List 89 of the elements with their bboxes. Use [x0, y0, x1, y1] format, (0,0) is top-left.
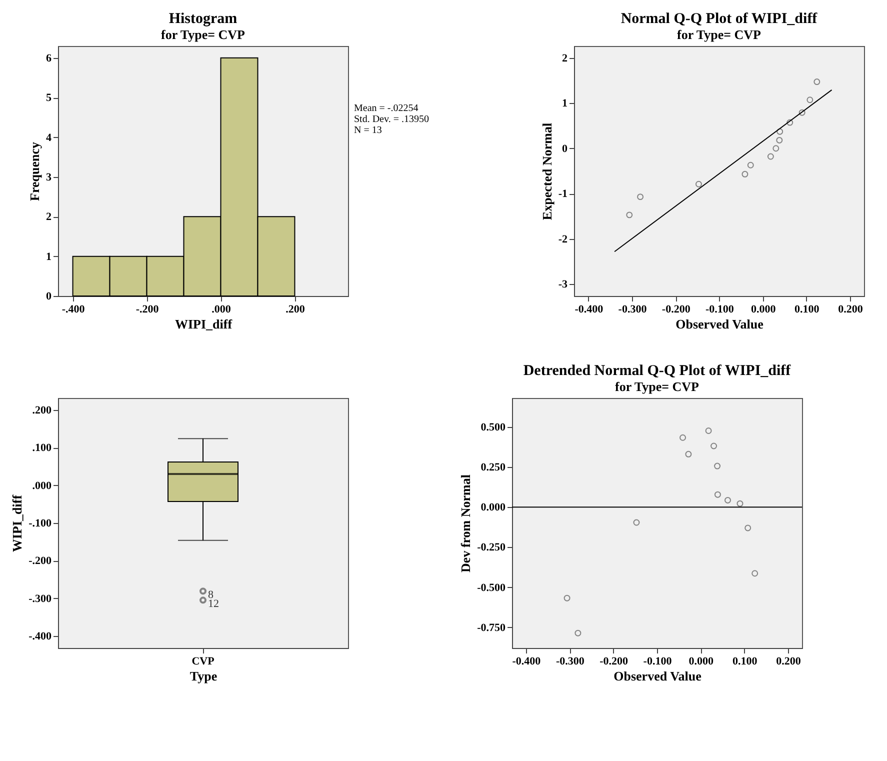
x-tick-label: .000 [212, 304, 232, 316]
chart-title: Histogram [168, 11, 238, 27]
point [742, 170, 748, 178]
point [776, 128, 784, 135]
text: N = 13 [354, 125, 382, 136]
x-tick-label: 0.200 [838, 304, 864, 316]
y-tick-label: .200 [32, 404, 52, 417]
y-tick-label: .100 [32, 442, 52, 454]
point [637, 194, 644, 200]
point [685, 450, 692, 458]
text: Std. Dev. = .13950 [354, 114, 429, 125]
y-tick-label: -2 [558, 233, 568, 246]
x-tick-label: -.400 [62, 304, 86, 316]
chart-subtitle: for Type= CVP [615, 379, 700, 394]
y-tick-label: -.200 [28, 555, 52, 568]
annotation: 12 [208, 598, 219, 610]
x-axis-title: Type [190, 668, 218, 684]
point [736, 500, 744, 507]
text: Mean = -.02254 [354, 103, 418, 114]
y-tick-label: -0.500 [477, 582, 506, 594]
point [564, 594, 570, 602]
point [574, 630, 582, 636]
x-tick-label: -0.300 [556, 656, 585, 668]
y-tick-label: 2 [562, 52, 568, 64]
point [695, 180, 702, 188]
y-tick-label: .000 [32, 480, 52, 492]
x-axis-title: WIPI_diff [174, 316, 233, 332]
y-tick-label: -0.250 [477, 542, 506, 554]
y-axis-title: Dev from Normal [458, 474, 474, 572]
x-tick-label: 0.200 [776, 656, 802, 668]
y-tick-label: 1 [46, 250, 52, 263]
point [680, 434, 686, 441]
y-tick-label: -.400 [28, 630, 52, 642]
point [776, 136, 783, 144]
chart-title: Normal Q-Q Plot of WIPI_diff [620, 11, 818, 27]
y-tick-label: 0.250 [480, 462, 506, 474]
y-tick-label: -.100 [28, 518, 52, 530]
y-tick-label: 2 [46, 211, 52, 224]
point [633, 519, 640, 526]
point [626, 212, 633, 218]
chart-title: Detrended Normal Q-Q Plot of WIPI_diff [523, 363, 792, 379]
x-tick-label: -0.300 [618, 304, 648, 316]
point [714, 491, 721, 498]
point [786, 119, 794, 126]
x-tick-label: .200 [286, 304, 306, 316]
chart-subtitle: for Type= CVP [677, 27, 762, 42]
y-tick-label: 0.500 [480, 421, 506, 434]
point [714, 462, 721, 470]
y-tick-label: -3 [558, 278, 568, 291]
x-tick-label: -0.400 [512, 656, 542, 668]
x-tick-label: -.200 [136, 304, 160, 316]
x-tick-label: 0.000 [688, 656, 714, 668]
point [705, 428, 712, 434]
point [710, 442, 718, 450]
point [772, 145, 780, 152]
y-tick-label: -.300 [28, 592, 52, 605]
x-axis-title: Observed Value [614, 668, 702, 684]
y-axis-title: Expected Normal [539, 122, 554, 220]
y-tick-label: 6 [46, 52, 52, 64]
point [724, 496, 731, 504]
point [747, 162, 754, 168]
x-tick-label: -0.100 [706, 304, 734, 316]
y-tick-label: 0 [562, 142, 568, 155]
y-tick-label: 1 [562, 98, 568, 110]
point [806, 96, 814, 104]
point [798, 109, 806, 116]
y-tick-label: -0.750 [477, 622, 506, 634]
y-tick-label: 5 [46, 92, 52, 104]
y-axis-title: Frequency [27, 142, 42, 201]
x-tick-label: -0.200 [600, 656, 629, 668]
x-tick-label: -0.200 [662, 304, 691, 316]
x-tick-label: -0.400 [574, 304, 604, 316]
point [814, 78, 820, 86]
y-tick-label: -1 [558, 188, 568, 200]
y-tick-label: 0 [46, 290, 52, 302]
y-tick-label: 0.000 [480, 502, 506, 514]
point [767, 153, 774, 160]
chart-subtitle: for Type= CVP [161, 27, 246, 42]
x-tick-label: 0.000 [750, 304, 776, 316]
y-axis-title: WIPI_diff [10, 494, 25, 552]
x-axis-title: Observed Value [676, 316, 764, 332]
y-tick-label: 3 [46, 171, 52, 184]
x-tick-label: 0.100 [732, 656, 758, 668]
point [744, 524, 752, 532]
x-tick-label: -0.100 [643, 656, 672, 668]
x-tick-label: 0.100 [794, 304, 820, 316]
y-tick-label: 4 [46, 132, 52, 144]
x-tick-label: CVP [192, 656, 215, 668]
point [752, 570, 758, 577]
